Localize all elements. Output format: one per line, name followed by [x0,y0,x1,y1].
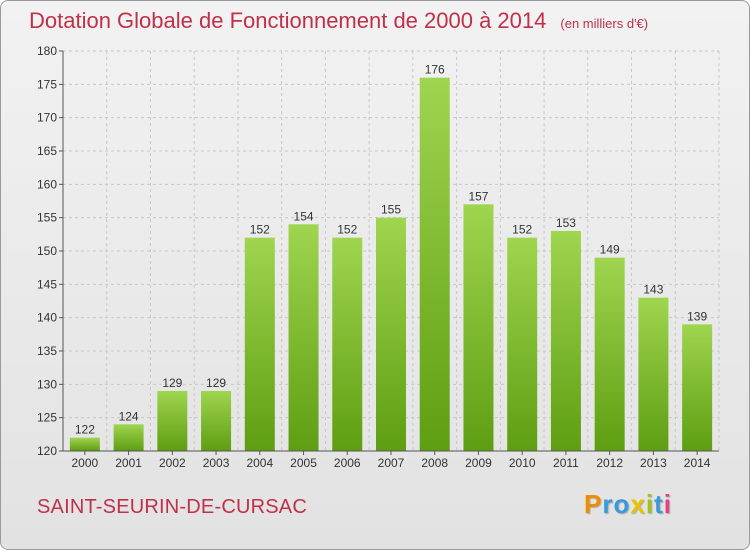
bar-2010 [507,237,538,451]
chart-subtitle: (en milliers d'€) [560,16,649,31]
logo-letter: o [613,489,631,519]
data-label: 155 [381,203,401,217]
y-tick-label: 130 [37,377,57,391]
y-tick-label: 160 [37,177,57,191]
bar-2014 [682,324,713,451]
bar-2009 [463,204,494,451]
data-label: 139 [687,309,707,323]
bar-2006 [332,237,363,451]
x-tick-label: 2000 [72,456,99,470]
data-label: 153 [556,216,576,230]
data-label: 129 [206,376,226,390]
bar-2007 [376,217,406,451]
data-label: 152 [337,223,357,237]
bar-2008 [419,77,450,452]
x-tick-label: 2005 [290,456,317,470]
bar-2011 [550,231,581,451]
chart-title-text: Dotation Globale de Fonctionnement de 20… [29,8,547,33]
data-label: 149 [600,243,620,257]
proxiti-logo[interactable]: Proxiti [584,489,672,520]
data-label: 122 [75,423,95,437]
logo-letter: r [602,489,614,519]
x-tick-label: 2010 [509,456,536,470]
y-tick-label: 145 [37,277,57,291]
y-tick-label: 140 [37,311,57,325]
bar-2004 [244,237,275,451]
y-tick-label: 170 [37,111,57,125]
x-tick-label: 2009 [465,456,492,470]
x-tick-label: 2002 [159,456,186,470]
data-label: 124 [119,409,139,423]
data-label: 152 [250,223,270,237]
x-tick-label: 2013 [640,456,667,470]
x-tick-label: 2004 [246,456,273,470]
axes [59,50,719,455]
x-tick-label: 2003 [203,456,230,470]
x-tick-label: 2011 [553,456,579,470]
y-tick-label: 120 [37,444,57,458]
data-label: 143 [643,283,663,297]
data-label: 176 [425,63,445,77]
logo-letter: t [654,489,664,519]
y-tick-label: 135 [37,344,57,358]
logo-letter: P [584,489,603,519]
y-tick-label: 150 [37,244,57,258]
x-tick-label: 2006 [334,456,361,470]
y-tick-label: 125 [37,411,57,425]
x-tick-label: 2012 [596,456,623,470]
x-tick-label: 2007 [378,456,405,470]
logo-letter: x [630,489,646,519]
bar-2013 [638,297,669,451]
y-tick-label: 180 [37,44,57,58]
bar-2002 [157,391,188,451]
bar-2012 [594,257,625,451]
y-tick-label: 165 [37,144,57,158]
bars [69,77,713,452]
logo-letter: i [663,489,672,519]
bar-2000 [69,437,100,451]
data-label: 154 [294,209,314,223]
y-tick-label: 175 [37,77,57,91]
data-label: 152 [512,223,532,237]
data-label: 129 [162,376,182,390]
data-label: 157 [468,189,488,203]
x-tick-label: 2008 [421,456,448,470]
bar-2003 [201,391,232,451]
x-tick-label: 2014 [684,456,711,470]
labels: 120 125 130 135 140 145 150 155 160 165 170 175 180 1… [37,44,711,470]
bar-2005 [288,224,319,451]
y-tick-label: 155 [37,211,57,225]
x-tick-label: 2001 [115,456,142,470]
commune-name: SAINT-SEURIN-DE-CURSAC [37,496,307,518]
chart-title: Dotation Globale de Fonctionnement de 20… [29,8,648,34]
logo-letter: i [645,489,655,519]
bar-2001 [113,424,144,451]
